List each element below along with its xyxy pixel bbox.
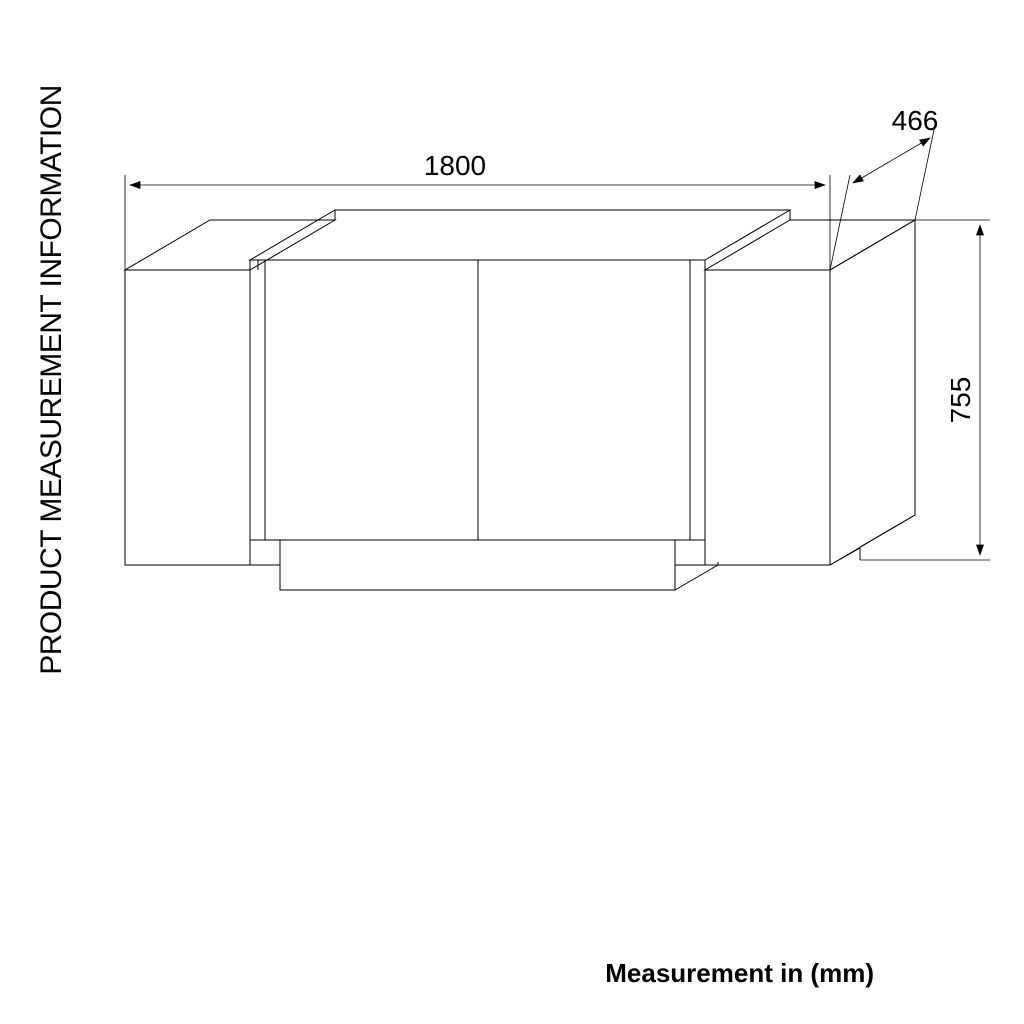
product-diagram: 1800 466 755 <box>60 30 1020 880</box>
dimension-width: 1800 <box>424 150 486 181</box>
dimension-depth: 466 <box>892 105 939 136</box>
measurement-unit-label: Measurement in (mm) <box>605 958 874 989</box>
dimension-height: 755 <box>945 377 976 424</box>
